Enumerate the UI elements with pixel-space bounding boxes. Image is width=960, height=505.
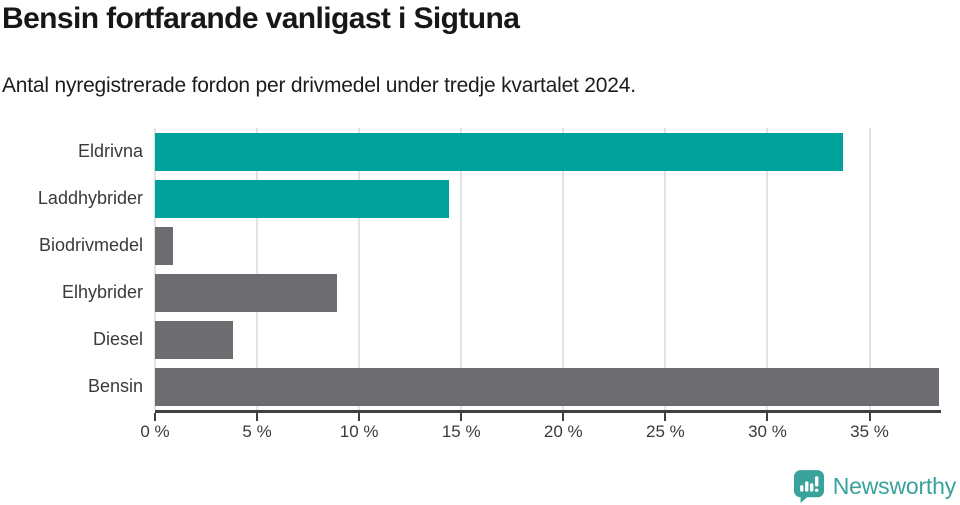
bar-elhybrider — [155, 273, 337, 312]
bar-diesel — [155, 320, 233, 359]
bar-chart-speech-bubble-icon — [793, 470, 824, 503]
x-axis-tick — [868, 413, 871, 421]
gridline — [766, 128, 769, 410]
bar-biodrivmedel — [155, 226, 174, 265]
category-label-elhybrider: Elhybrider — [61, 282, 143, 302]
x-axis-tick-label: 25 % — [646, 422, 685, 441]
x-axis-tick — [664, 413, 667, 421]
bar-eldrivna — [155, 132, 843, 171]
newsworthy-wordmark: Newsworthy — [832, 473, 956, 499]
x-axis-tick-label: 15 % — [441, 422, 481, 441]
chart-row — [155, 222, 941, 269]
x-axis-tick — [460, 413, 463, 421]
gridline — [562, 128, 565, 410]
gridline — [664, 128, 667, 410]
category-label-laddhybrider: Laddhybrider — [37, 188, 143, 208]
x-axis-tick-label: 0 % — [140, 422, 170, 441]
gridline — [256, 128, 259, 410]
x-axis-tick — [562, 413, 565, 421]
x-axis-tick-label: 5 % — [242, 422, 272, 441]
chart-subtitle: Antal nyregistrerade fordon per drivmede… — [2, 74, 636, 97]
y-axis-category-labels: Eldrivna Laddhybrider Biodrivmedel Elhyb… — [0, 128, 143, 410]
chart-row — [155, 363, 941, 410]
x-axis-tick-label: 35 % — [850, 422, 889, 441]
gridline — [358, 128, 361, 410]
category-label-eldrivna: Eldrivna — [77, 141, 143, 161]
chart-row — [155, 316, 941, 363]
x-axis-tick — [154, 413, 156, 421]
x-axis-tick — [256, 413, 259, 421]
bar-laddhybrider — [155, 179, 449, 218]
gridline — [460, 128, 463, 410]
category-label-biodrivmedel: Biodrivmedel — [38, 235, 143, 255]
x-axis-tick-label: 20 % — [543, 422, 583, 441]
category-label-diesel: Diesel — [92, 329, 143, 349]
gridline — [868, 128, 871, 410]
plot-area — [154, 128, 941, 410]
x-axis-tick-label: 30 % — [748, 422, 787, 441]
x-axis-tick-label: 10 % — [339, 422, 379, 441]
x-axis-line — [155, 410, 941, 413]
x-axis-tick — [358, 413, 361, 421]
chart-title: Bensin fortfarande vanligast i Sigtuna — [2, 2, 520, 35]
category-label-bensin: Bensin — [87, 376, 143, 396]
newsworthy-logo[interactable]: Newsworthy — [793, 470, 956, 503]
x-axis-tick — [766, 413, 769, 421]
bar-chart: Eldrivna Laddhybrider Biodrivmedel Elhyb… — [0, 128, 960, 458]
chart-row — [155, 269, 941, 316]
chart-row — [155, 175, 941, 222]
bar-bensin — [155, 367, 939, 406]
chart-row — [155, 128, 941, 175]
gridline — [154, 128, 156, 410]
bar-rows — [155, 128, 941, 410]
